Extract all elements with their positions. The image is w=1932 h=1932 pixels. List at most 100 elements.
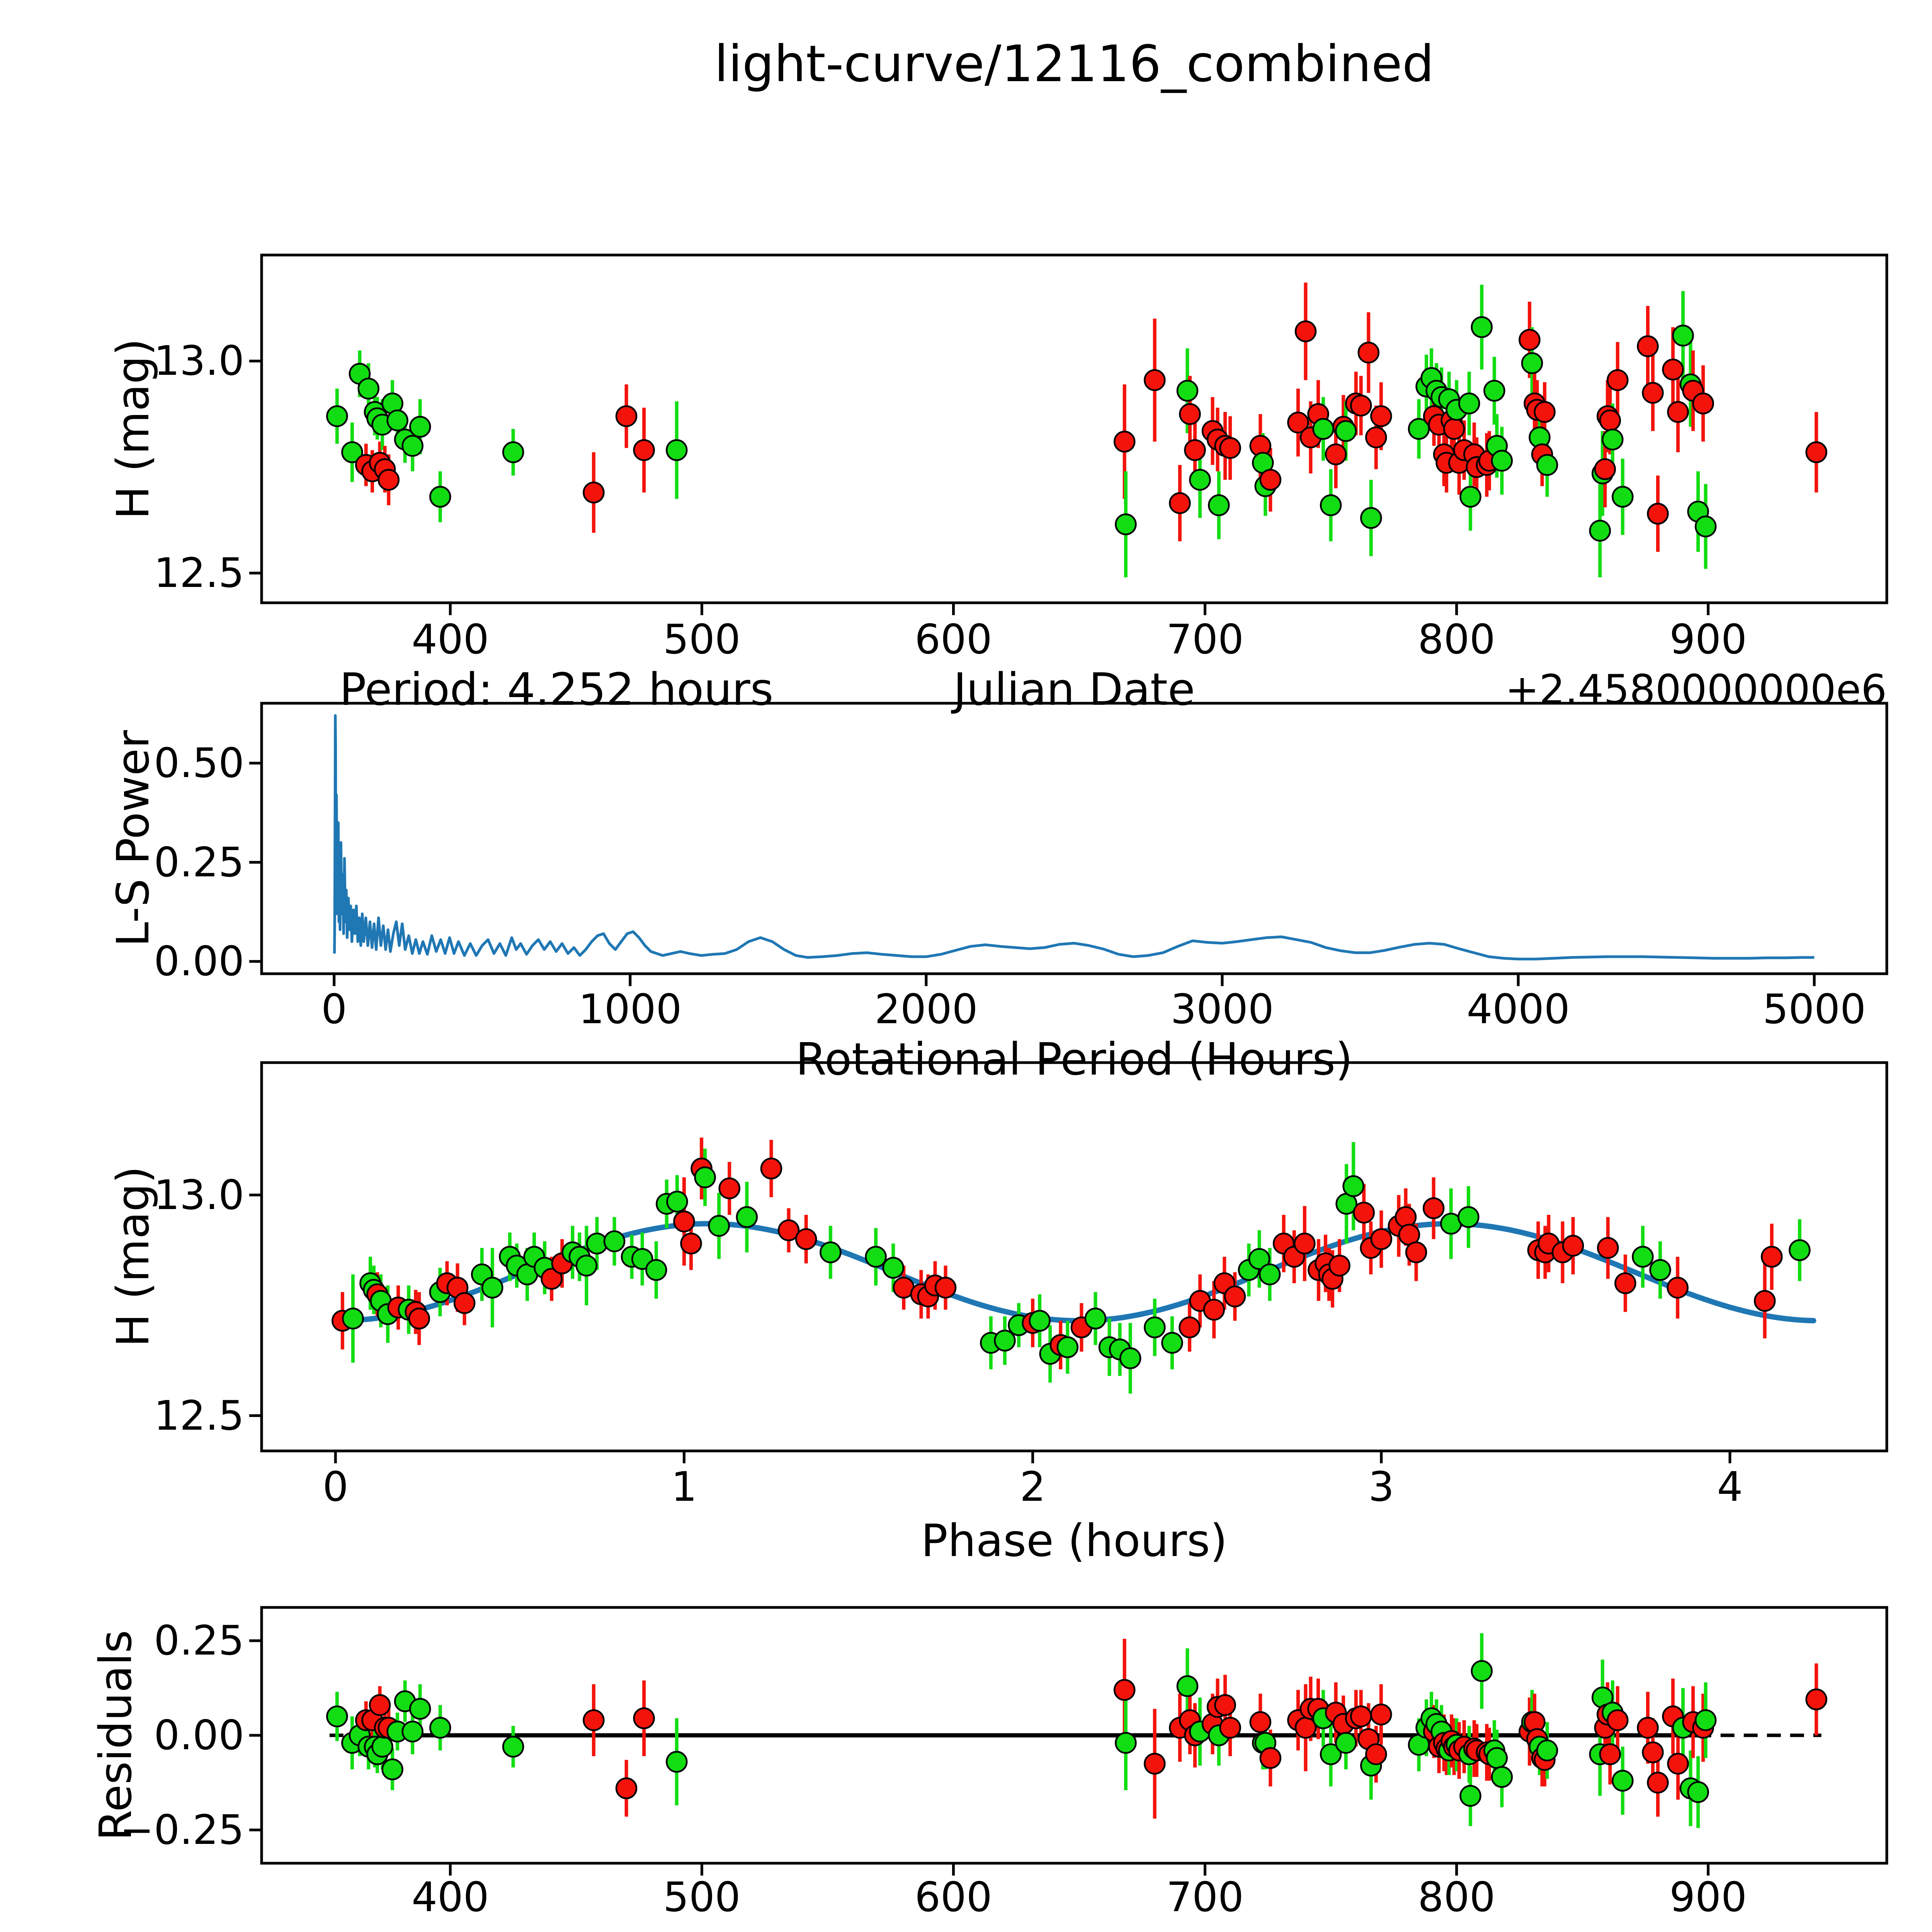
data-point bbox=[1536, 454, 1558, 476]
data-point bbox=[1459, 1785, 1481, 1807]
data-point bbox=[1259, 1263, 1281, 1286]
y-tick-label: 0.50 bbox=[154, 739, 244, 787]
data-point bbox=[1219, 437, 1241, 459]
period-annotation: Period: 4.252 hours bbox=[339, 664, 774, 716]
x-tick-label: 3000 bbox=[1170, 986, 1274, 1033]
data-point bbox=[1647, 503, 1669, 525]
periodogram-plot bbox=[249, 702, 1888, 986]
data-point bbox=[666, 1751, 688, 1773]
data-point bbox=[1312, 418, 1334, 440]
xlabel-julian-date-top: Julian Date bbox=[953, 664, 1195, 716]
data-point bbox=[575, 1255, 598, 1277]
data-point bbox=[341, 441, 363, 463]
x-tick-label: 900 bbox=[1669, 1874, 1747, 1921]
data-point bbox=[1189, 469, 1211, 491]
data-point bbox=[1325, 443, 1347, 466]
data-point bbox=[583, 1709, 605, 1731]
panel-residuals bbox=[249, 1606, 1888, 1876]
data-point bbox=[795, 1228, 817, 1250]
data-point bbox=[1694, 515, 1717, 537]
data-point bbox=[1614, 1272, 1636, 1294]
x-tick-label: 800 bbox=[1418, 1874, 1495, 1921]
data-point bbox=[401, 435, 423, 457]
data-point bbox=[708, 1215, 730, 1237]
data-point bbox=[1519, 329, 1541, 351]
x-tick-label: 2 bbox=[1020, 1463, 1046, 1510]
data-point bbox=[1422, 1197, 1445, 1219]
data-point bbox=[409, 416, 431, 438]
data-point bbox=[1642, 382, 1664, 404]
data-point bbox=[645, 1259, 667, 1281]
y-tick-label: 12.5 bbox=[154, 1392, 244, 1439]
figure-title: light-curve/12116_combined bbox=[714, 34, 1434, 93]
y-tick-label: 13.0 bbox=[154, 337, 244, 385]
data-point bbox=[882, 1257, 905, 1279]
data-point bbox=[429, 1717, 451, 1739]
data-point bbox=[1335, 420, 1357, 442]
data-point bbox=[1536, 1739, 1558, 1762]
axes-frame bbox=[260, 1061, 1888, 1452]
data-point bbox=[1667, 1753, 1689, 1775]
data-point bbox=[1179, 1316, 1201, 1338]
data-point bbox=[541, 1268, 563, 1290]
data-point bbox=[1602, 429, 1624, 451]
data-point bbox=[1179, 403, 1201, 425]
data-point bbox=[680, 1232, 702, 1255]
x-tick-label: 4 bbox=[1717, 1463, 1743, 1510]
y-tick-label: 0.25 bbox=[154, 838, 244, 886]
x-tick-label: 700 bbox=[1166, 1874, 1244, 1921]
data-point bbox=[1113, 430, 1136, 453]
data-point bbox=[1360, 507, 1382, 529]
data-point bbox=[481, 1277, 503, 1299]
y-tick-label: 0.00 bbox=[154, 938, 244, 985]
data-point bbox=[1144, 1753, 1166, 1775]
data-point bbox=[1287, 412, 1309, 434]
data-point bbox=[1294, 320, 1317, 342]
data-point bbox=[1667, 401, 1689, 423]
data-point bbox=[1599, 1743, 1621, 1765]
phased-lightcurve-plot bbox=[249, 1061, 1888, 1463]
data-point bbox=[409, 1698, 431, 1720]
data-point bbox=[381, 1758, 403, 1781]
data-point bbox=[1115, 1732, 1137, 1754]
data-point bbox=[1184, 439, 1206, 461]
data-point bbox=[1632, 1246, 1654, 1268]
ylabel-h-mag-top: H (mag) bbox=[107, 338, 159, 520]
data-point bbox=[1607, 369, 1629, 391]
x-tick-label: 0 bbox=[322, 1463, 349, 1510]
data-point bbox=[1357, 342, 1380, 364]
data-point bbox=[1144, 369, 1166, 391]
data-point bbox=[369, 1694, 391, 1716]
data-point bbox=[1647, 1772, 1669, 1794]
data-point bbox=[1115, 513, 1137, 536]
data-point bbox=[1259, 1747, 1282, 1769]
data-point bbox=[1612, 486, 1634, 508]
data-point bbox=[1458, 392, 1480, 415]
x-tick-label: 700 bbox=[1166, 616, 1244, 663]
data-point bbox=[1483, 379, 1505, 402]
data-point bbox=[1459, 486, 1481, 508]
x-tick-label: 500 bbox=[663, 1874, 741, 1921]
data-point bbox=[1370, 1703, 1392, 1726]
data-point bbox=[357, 378, 379, 400]
data-point bbox=[1294, 1232, 1316, 1255]
data-point bbox=[1471, 316, 1493, 338]
data-point bbox=[502, 441, 524, 463]
data-point bbox=[736, 1206, 758, 1228]
data-point bbox=[1405, 1241, 1427, 1264]
data-point bbox=[1458, 1206, 1480, 1228]
x-tick-label: 900 bbox=[1669, 616, 1747, 663]
data-point bbox=[1249, 1711, 1272, 1733]
xlabel-rotational-period: Rotational Period (Hours) bbox=[796, 1034, 1353, 1085]
data-point bbox=[694, 1166, 716, 1189]
periodogram-curve bbox=[333, 714, 1815, 961]
data-point bbox=[820, 1241, 842, 1264]
axes-frame bbox=[260, 253, 1888, 604]
data-point bbox=[1395, 1206, 1417, 1228]
data-point bbox=[1084, 1308, 1107, 1330]
data-point bbox=[1491, 450, 1513, 472]
data-point bbox=[453, 1292, 476, 1314]
data-point bbox=[1370, 405, 1392, 427]
y-tick-label: 12.5 bbox=[154, 549, 244, 597]
